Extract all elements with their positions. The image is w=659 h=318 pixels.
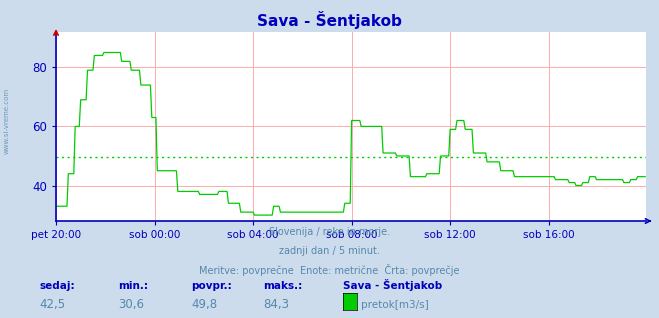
Text: Sava - Šentjakob: Sava - Šentjakob xyxy=(257,11,402,29)
Text: maks.:: maks.: xyxy=(264,281,303,291)
Text: Meritve: povprečne  Enote: metrične  Črta: povprečje: Meritve: povprečne Enote: metrične Črta:… xyxy=(199,264,460,276)
Text: 42,5: 42,5 xyxy=(40,299,66,311)
Text: povpr.:: povpr.: xyxy=(191,281,232,291)
Text: 84,3: 84,3 xyxy=(264,299,289,311)
Text: pretok[m3/s]: pretok[m3/s] xyxy=(361,301,429,310)
Text: sedaj:: sedaj: xyxy=(40,281,75,291)
Text: Slovenija / reke in morje.: Slovenija / reke in morje. xyxy=(269,227,390,237)
Text: Sava - Šentjakob: Sava - Šentjakob xyxy=(343,280,442,291)
Text: 49,8: 49,8 xyxy=(191,299,217,311)
Text: min.:: min.: xyxy=(119,281,149,291)
Text: zadnji dan / 5 minut.: zadnji dan / 5 minut. xyxy=(279,246,380,256)
Text: 30,6: 30,6 xyxy=(119,299,144,311)
Text: www.si-vreme.com: www.si-vreme.com xyxy=(3,88,10,154)
